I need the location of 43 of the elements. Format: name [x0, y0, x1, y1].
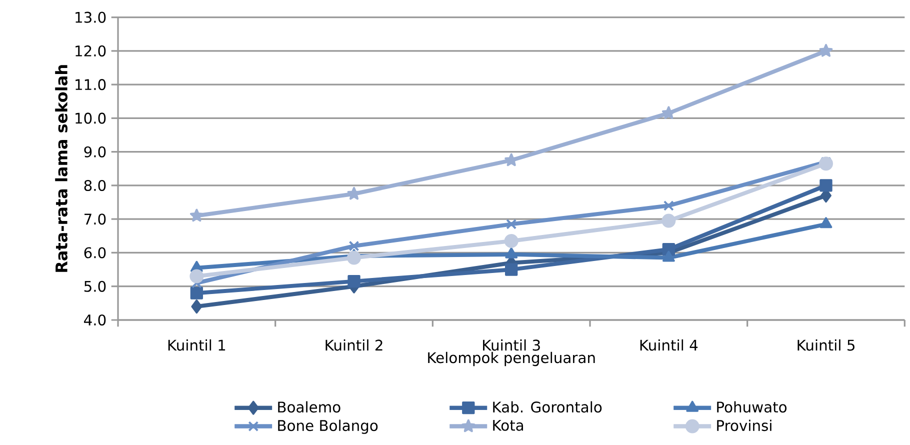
- y-axis-title: Rata-rata lama sekolah: [55, 65, 68, 272]
- legend-label: Boalemo: [278, 401, 340, 413]
- point: [505, 247, 518, 258]
- y-tick-label: 12.0: [76, 45, 106, 57]
- point: [662, 250, 675, 262]
- point: [348, 240, 360, 252]
- y-tick-label: 9.0: [84, 146, 106, 158]
- point: [504, 234, 518, 248]
- point: [820, 179, 832, 192]
- x-axis-title: Kelompok pengeluaran: [428, 352, 595, 366]
- point: [506, 218, 517, 230]
- point: [347, 250, 362, 265]
- point: [820, 217, 832, 228]
- legend-label: Pohuwato: [717, 401, 787, 413]
- point: [505, 263, 518, 276]
- x-tick-label: Kuintil 5: [798, 339, 854, 351]
- y-tick-label: 11.0: [76, 79, 106, 90]
- y-tick-label: 13.0: [76, 12, 106, 23]
- point: [191, 300, 202, 314]
- legend-label: Kota: [493, 420, 524, 431]
- point: [190, 269, 204, 284]
- point: [348, 274, 360, 288]
- legend-label: Kab. Gorontalo: [493, 401, 602, 413]
- y-tick-label: 6.0: [84, 247, 106, 258]
- point: [663, 200, 674, 211]
- point: [190, 286, 204, 300]
- point: [818, 156, 833, 171]
- y-tick-label: 8.0: [84, 180, 106, 192]
- x-tick-label: Kuintil 4: [640, 339, 698, 351]
- x-tick-label: Kuintil 2: [326, 339, 382, 351]
- x-tick-label: Kuintil 1: [168, 339, 226, 351]
- y-tick-label: 5.0: [84, 280, 106, 292]
- x-tick-label: Kuintil 3: [483, 339, 540, 351]
- y-tick-label: 10.0: [76, 112, 106, 124]
- y-tick-label: 7.0: [84, 214, 106, 225]
- point: [662, 214, 676, 228]
- point: [347, 186, 361, 200]
- y-tick-label: 4.0: [84, 314, 106, 326]
- point: [819, 44, 833, 57]
- legend-label: Provinsi: [717, 420, 772, 432]
- point: [662, 106, 676, 120]
- point: [190, 208, 204, 222]
- legend-label: Bone Bolango: [278, 420, 378, 434]
